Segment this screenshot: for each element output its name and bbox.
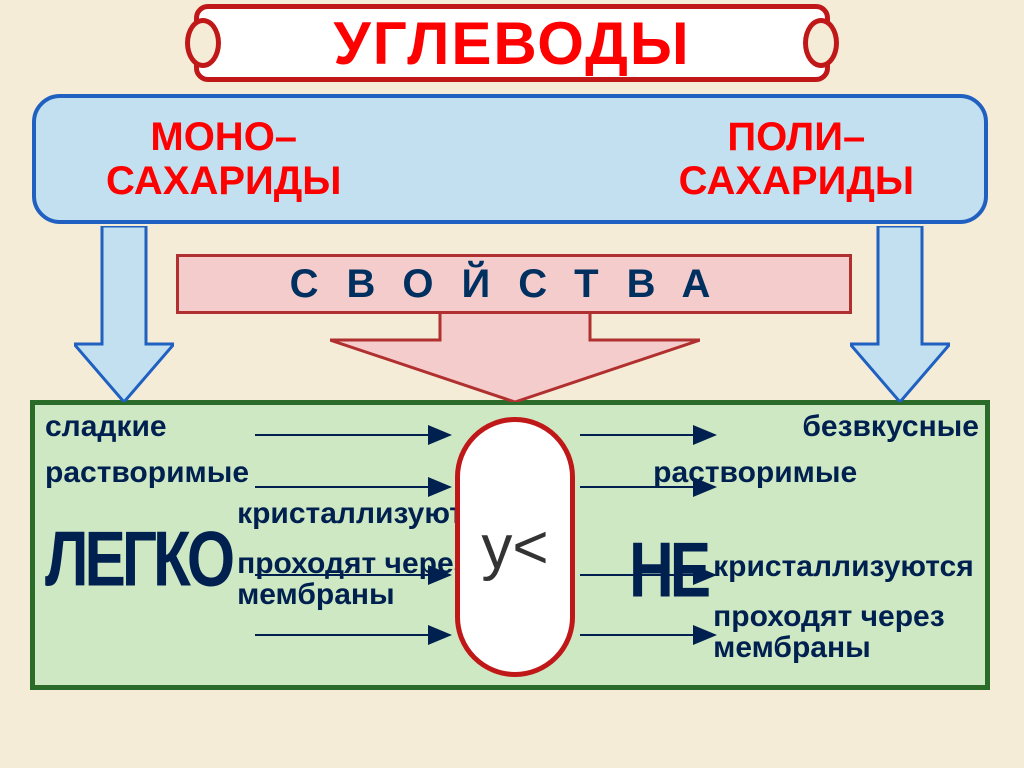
horizontal-arrows [35,405,995,695]
sub-left-line1: МОНО– [106,115,341,159]
arrow-middle-icon [330,310,700,402]
title-text: УГЛЕВОДЫ [333,9,690,78]
sub-left: МОНО– САХАРИДЫ [106,115,341,203]
properties-label: СВОЙСТВА [290,262,739,307]
arrow-right-icon [850,226,950,402]
properties-panel: сладкие растворимые ЛЕГКО кристаллизуютс… [30,400,990,690]
subcategories-box: МОНО– САХАРИДЫ ПОЛИ– САХАРИДЫ [32,94,988,224]
properties-bar: СВОЙСТВА [176,254,852,314]
sub-right-line1: ПОЛИ– [679,115,914,159]
sub-right: ПОЛИ– САХАРИДЫ [679,115,914,203]
title-plate: УГЛЕВОДЫ [194,4,830,82]
sub-right-line2: САХАРИДЫ [679,159,914,203]
arrow-left-icon [74,226,174,402]
sub-left-line2: САХАРИДЫ [106,159,341,203]
